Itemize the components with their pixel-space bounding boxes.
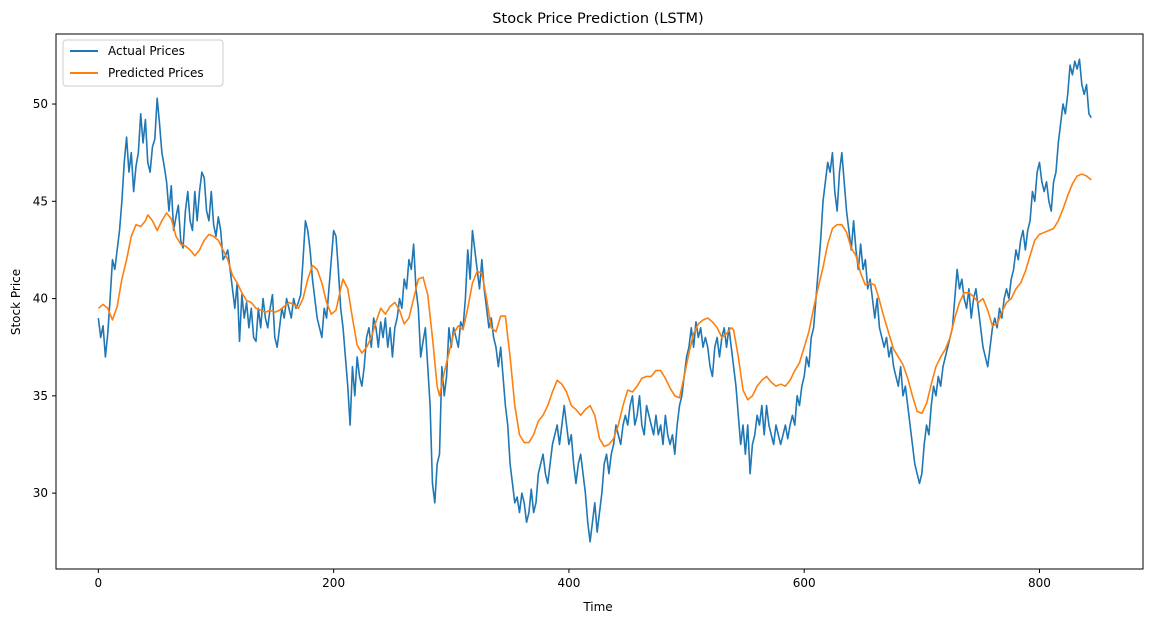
y-tick-label: 45 <box>33 194 48 208</box>
x-tick-label: 200 <box>322 576 345 590</box>
y-tick-label: 35 <box>33 389 48 403</box>
series-line-actual <box>97 58 1092 543</box>
x-axis: 0 200 400 600 800 <box>95 569 1051 590</box>
y-axis-label: Stock Price <box>9 269 23 335</box>
legend-box <box>62 39 224 87</box>
y-axis: 30 35 40 45 50 <box>33 97 56 500</box>
legend: Actual Prices Predicted Prices <box>62 39 224 87</box>
chart-title: Stock Price Prediction (LSTM) <box>492 11 703 27</box>
legend-label-predicted: Predicted Prices <box>108 66 204 80</box>
legend-label-actual: Actual Prices <box>108 44 185 58</box>
y-tick-label: 30 <box>33 486 48 500</box>
x-tick-label: 0 <box>95 576 103 590</box>
x-tick-label: 800 <box>1028 576 1051 590</box>
x-tick-label: 600 <box>793 576 816 590</box>
y-tick-label: 50 <box>33 97 48 111</box>
series-layer <box>97 58 1092 543</box>
x-tick-label: 400 <box>557 576 580 590</box>
x-axis-label: Time <box>582 600 612 614</box>
series-line-predicted <box>97 173 1092 448</box>
y-tick-label: 40 <box>33 292 48 306</box>
